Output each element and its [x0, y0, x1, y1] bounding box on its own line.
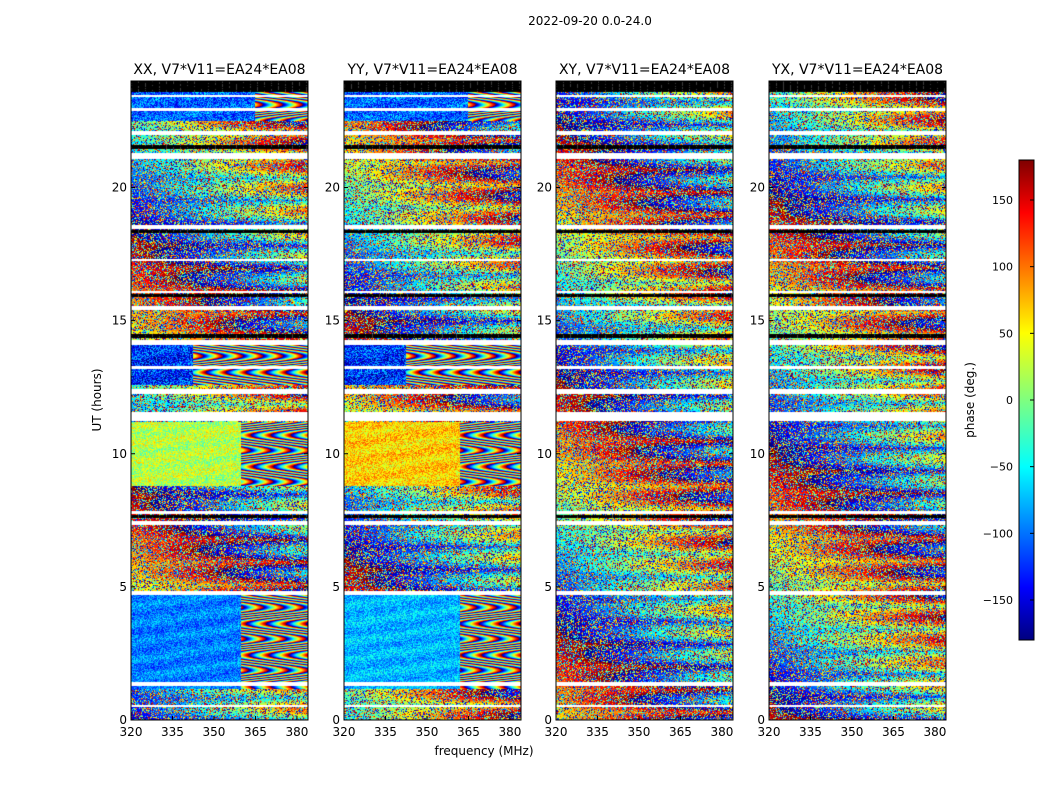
- x-tick-label: 380: [285, 725, 308, 739]
- y-tick-label: 5: [757, 580, 765, 594]
- phase-heatmap-xx: [131, 81, 308, 720]
- y-tick-label: 0: [332, 713, 340, 727]
- panel-frame: [768, 80, 947, 721]
- x-tick-label: 365: [882, 725, 905, 739]
- y-tick-label: 15: [750, 314, 765, 328]
- colorbar-tick-label: 100: [992, 261, 1013, 274]
- panel-title: YX, V7*V11=EA24*EA08: [771, 62, 943, 78]
- x-tick-label: 350: [841, 725, 864, 739]
- x-tick-label: 380: [498, 725, 521, 739]
- y-tick-label: 10: [750, 447, 765, 461]
- panel-xx: XX, V7*V11=EA24*EA08 320 335 350 365 380 0 5 10 1…: [112, 62, 309, 739]
- y-tick-label: 15: [112, 314, 127, 328]
- colorbar-tick-label: 0: [1006, 394, 1013, 407]
- y-tick-label: 5: [544, 580, 552, 594]
- colorbar-tick-label: −100: [983, 527, 1013, 540]
- panel-title: XX, V7*V11=EA24*EA08: [133, 62, 305, 78]
- y-tick-label: 15: [325, 314, 340, 328]
- x-tick-label: 365: [669, 725, 692, 739]
- x-tick-label: 320: [120, 725, 143, 739]
- y-tick-label: 5: [119, 580, 127, 594]
- y-tick-label: 10: [112, 447, 127, 461]
- y-tick-label: 20: [112, 181, 127, 195]
- x-tick-label: 350: [203, 725, 226, 739]
- colorbar-tick-label: −150: [983, 594, 1013, 607]
- x-tick-label: 365: [244, 725, 267, 739]
- y-axis-label: UT (hours): [90, 368, 104, 431]
- phase-heatmap-yx: [769, 81, 946, 720]
- x-tick-label: 350: [416, 725, 439, 739]
- y-tick-label: 20: [537, 181, 552, 195]
- y-tick-label: 0: [757, 713, 765, 727]
- x-tick-label: 350: [628, 725, 651, 739]
- x-tick-label: 335: [586, 725, 609, 739]
- panel-frame: [130, 80, 309, 721]
- x-tick-label: 380: [710, 725, 733, 739]
- x-tick-label: 320: [545, 725, 568, 739]
- x-tick-label: 335: [799, 725, 822, 739]
- panel-yx: YX, V7*V11=EA24*EA08 320 335 350 365 380 0 5 10 1…: [750, 62, 947, 739]
- y-tick-label: 15: [537, 314, 552, 328]
- y-tick-label: 10: [325, 447, 340, 461]
- panel-title: YY, V7*V11=EA24*EA08: [346, 62, 517, 78]
- x-axis-label: frequency (MHz): [434, 744, 533, 758]
- panel-frame: [343, 80, 522, 721]
- x-tick-label: 380: [923, 725, 946, 739]
- x-tick-label: 335: [161, 725, 184, 739]
- x-tick-label: 365: [457, 725, 480, 739]
- panel-yy: YY, V7*V11=EA24*EA08 320 335 350 365 380 0 5 10 1…: [325, 62, 522, 739]
- figure-suptitle: 2022-09-20 0.0-24.0: [528, 14, 652, 28]
- x-tick-label: 335: [374, 725, 397, 739]
- y-tick-label: 0: [544, 713, 552, 727]
- panel-title: XY, V7*V11=EA24*EA08: [559, 62, 730, 78]
- colorbar: −150 −100 −50 0 50 100 150: [983, 159, 1035, 641]
- y-tick-label: 20: [750, 181, 765, 195]
- phase-heatmap-xy: [556, 81, 733, 720]
- panel-xy: XY, V7*V11=EA24*EA08 320 335 350 365 380 0 5 10 1…: [537, 62, 734, 739]
- y-tick-label: 20: [325, 181, 340, 195]
- colorbar-tick-label: 150: [992, 194, 1013, 207]
- colorbar-tick-label: −50: [990, 461, 1013, 474]
- y-tick-label: 0: [119, 713, 127, 727]
- panel-frame: [555, 80, 734, 721]
- y-tick-label: 10: [537, 447, 552, 461]
- y-tick-label: 5: [332, 580, 340, 594]
- phase-heatmap-yy: [344, 81, 521, 720]
- x-tick-label: 320: [333, 725, 356, 739]
- x-tick-label: 320: [758, 725, 781, 739]
- colorbar-tick-label: 50: [999, 327, 1013, 340]
- colorbar-label: phase (deg.): [963, 362, 977, 438]
